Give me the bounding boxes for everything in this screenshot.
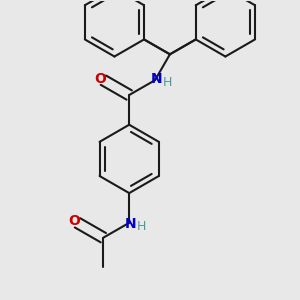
Text: O: O xyxy=(68,214,80,228)
Text: N: N xyxy=(151,72,162,86)
Text: H: H xyxy=(163,76,172,89)
Text: N: N xyxy=(124,217,136,231)
Text: H: H xyxy=(136,220,146,233)
Text: O: O xyxy=(94,72,106,86)
